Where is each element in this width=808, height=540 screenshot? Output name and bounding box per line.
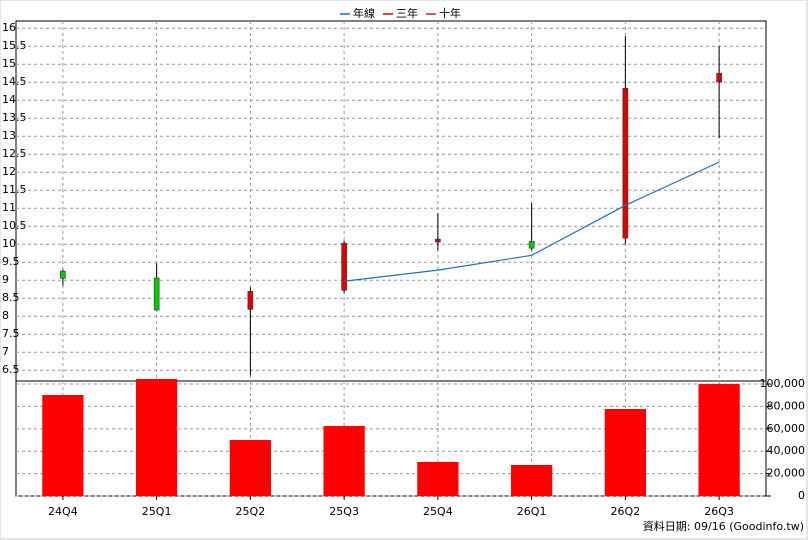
y-tick-label: 8 <box>2 309 9 322</box>
candle-body <box>622 88 629 239</box>
volume-bar <box>136 379 178 496</box>
y-tick-label: 8.5 <box>2 291 20 304</box>
y-tick-label: 10.5 <box>2 219 27 232</box>
footer: 資料日期: 09/16 (Goodinfo.tw) <box>643 519 804 533</box>
volume-bar <box>417 461 459 496</box>
y-tick-label: 15.5 <box>2 39 27 52</box>
y-tick-label: 9.5 <box>2 255 20 268</box>
x-tick-label: 25Q4 <box>423 505 453 518</box>
y2-tick-label: 40,000 <box>767 444 806 457</box>
y-tick-label: 7.5 <box>2 327 20 340</box>
y2-tick-label: 20,000 <box>767 467 806 480</box>
y2-tick-label: 60,000 <box>767 422 806 435</box>
y-tick-label: 11 <box>2 201 16 214</box>
volume-bar <box>698 384 740 496</box>
candle-body <box>435 238 441 243</box>
x-tick-label: 26Q3 <box>704 505 734 518</box>
candle-body <box>153 277 160 311</box>
y-tick-label: 13.5 <box>2 111 27 124</box>
candle-body <box>341 242 347 291</box>
y-tick-label: 12 <box>2 165 16 178</box>
x-tick-label: 24Q4 <box>48 505 78 518</box>
y-tick-label: 12.5 <box>2 147 27 160</box>
volume-bar <box>511 464 553 496</box>
candle-body <box>528 241 535 249</box>
legend-label: 三年 <box>396 6 418 20</box>
y-tick-label: 9 <box>2 273 9 286</box>
line-series <box>344 161 720 282</box>
y-tick-label: 15 <box>2 57 16 70</box>
y-tick-label: 10 <box>2 237 16 250</box>
y2-tick-label: 80,000 <box>767 399 806 412</box>
x-tick-label: 25Q3 <box>329 505 359 518</box>
x-tick-label: 26Q2 <box>611 505 641 518</box>
y-tick-label: 14.5 <box>2 75 27 88</box>
y2-tick-label: 0 <box>798 489 805 502</box>
volume-bar <box>323 426 365 496</box>
x-tick-label: 26Q1 <box>517 505 547 518</box>
volume-bar <box>604 409 646 496</box>
candle-body <box>60 270 66 279</box>
x-tick-label: 25Q1 <box>142 505 172 518</box>
y-tick-label: 13 <box>2 129 16 142</box>
volume-bar <box>229 440 271 496</box>
y-tick-label: 6.5 <box>2 363 20 376</box>
legend-label: 年線 <box>353 6 375 20</box>
y-tick-label: 14 <box>2 93 16 106</box>
candle-body <box>247 291 254 310</box>
legend-label: 十年 <box>439 6 461 20</box>
volume-bar <box>42 395 84 496</box>
x-tick-label: 25Q2 <box>236 505 266 518</box>
candle-body <box>716 72 722 83</box>
y-tick-label: 11.5 <box>2 183 27 196</box>
y-tick-label: 7 <box>2 345 9 358</box>
y-tick-label: 16 <box>2 21 16 34</box>
y2-tick-label: 100,000 <box>760 377 806 390</box>
